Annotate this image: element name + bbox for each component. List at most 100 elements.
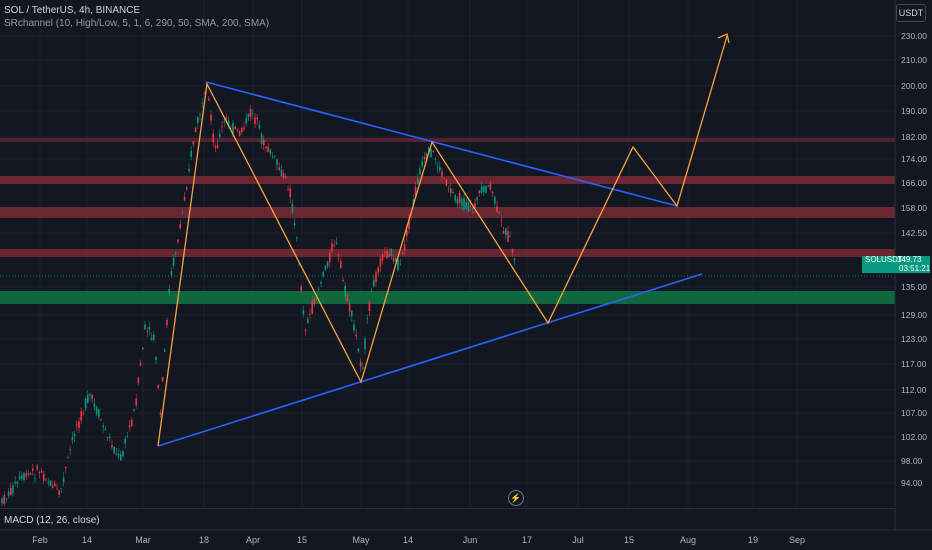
- candle-body: [203, 92, 206, 94]
- candle-body: [27, 473, 30, 475]
- time-axis-labels: Feb 14 Mar 18 Apr 15 May 14 Jun 17 Jul 15 Aug 19 Sep: [32, 535, 805, 545]
- candle-body: [386, 251, 388, 258]
- macd-pane-divider[interactable]: [0, 508, 895, 509]
- candle-body: [271, 156, 274, 158]
- candle-body: [188, 168, 190, 172]
- candle-body: [172, 257, 175, 266]
- candle-body: [142, 347, 144, 350]
- candle-body: [98, 409, 100, 417]
- candle-body: [379, 258, 382, 267]
- candle-body: [384, 251, 386, 253]
- candle-body: [84, 398, 87, 409]
- candle-body: [502, 231, 505, 234]
- candle-body: [69, 449, 71, 451]
- price-axis[interactable]: [895, 0, 932, 550]
- time-tick-label: Feb: [32, 535, 48, 545]
- candle-body: [181, 212, 184, 214]
- candle-body: [500, 220, 503, 222]
- candle-body: [302, 310, 305, 315]
- candle-body: [296, 237, 298, 239]
- candle-body: [419, 168, 421, 175]
- time-tick-label: 14: [403, 535, 413, 545]
- support-zone-140: [0, 291, 895, 304]
- lightning-icon[interactable]: ⚡: [508, 490, 524, 506]
- candle-body: [45, 479, 47, 481]
- candle-body: [406, 229, 408, 236]
- candle-body: [505, 228, 507, 236]
- candle-body: [351, 310, 353, 317]
- candle-body: [111, 445, 113, 448]
- candle-body: [49, 480, 52, 486]
- drawings[interactable]: [157, 33, 730, 447]
- price-tick-label: 107.00: [901, 408, 927, 418]
- candle-body: [166, 320, 168, 326]
- time-axis[interactable]: [0, 530, 932, 550]
- zigzag-pattern[interactable]: [157, 35, 728, 447]
- candle-body: [100, 419, 102, 421]
- candle-body: [331, 243, 333, 253]
- candle-body: [155, 356, 157, 361]
- candle-body: [480, 186, 483, 193]
- time-tick-label: 15: [624, 535, 634, 545]
- candle-body: [65, 466, 67, 469]
- candle-body: [326, 261, 329, 267]
- price-tick-label: 142.50: [901, 228, 927, 238]
- candle-body: [362, 367, 364, 369]
- candle-body: [454, 194, 456, 201]
- currency-button[interactable]: USDT: [896, 4, 926, 22]
- candle-body: [82, 412, 85, 414]
- candle-body: [5, 498, 8, 500]
- candle-body: [80, 411, 82, 421]
- candle-body: [243, 127, 245, 129]
- candle-body: [177, 239, 179, 242]
- candle-body: [208, 98, 210, 101]
- candle-body: [467, 201, 470, 212]
- candle-body: [485, 186, 487, 193]
- candle-body: [425, 153, 428, 161]
- candle-body: [122, 451, 124, 457]
- candle-body: [483, 186, 485, 193]
- candle-body: [115, 453, 118, 455]
- candle-body: [153, 334, 155, 340]
- candle-body: [276, 159, 278, 165]
- indicator-legend[interactable]: SRchannel (10, High/Low, 5, 1, 6, 290, 5…: [4, 18, 270, 29]
- candle-body: [58, 490, 60, 495]
- candle-body: [175, 252, 177, 254]
- candle-body: [346, 293, 349, 301]
- candle-body: [487, 185, 489, 186]
- candle-body: [432, 150, 434, 152]
- candle-body: [474, 203, 476, 208]
- candle-body: [395, 258, 397, 262]
- candle-body: [234, 126, 236, 129]
- candle-body: [476, 197, 478, 201]
- candle-body: [38, 472, 41, 473]
- candle-body: [458, 192, 461, 204]
- candle-body: [322, 272, 324, 276]
- candle-body: [128, 425, 131, 428]
- candle-body: [124, 438, 126, 444]
- candle-body: [315, 297, 318, 300]
- candle-body: [247, 113, 250, 118]
- macd-legend[interactable]: MACD (12, 26, close): [4, 515, 100, 526]
- lower-trendline[interactable]: [157, 273, 703, 447]
- candle-body: [43, 474, 45, 481]
- symbol-legend[interactable]: SOL / TetherUS, 4h, BINANCE: [4, 5, 141, 16]
- candle-body: [14, 481, 16, 484]
- price-axis-labels: 230.00 210.00 200.00 190.00 182.00 174.00 166.…: [901, 31, 927, 488]
- candle-body: [401, 252, 404, 255]
- candle-body: [164, 349, 166, 352]
- candle-body: [439, 167, 441, 171]
- sr-zones: [0, 138, 895, 304]
- candle-body: [32, 468, 34, 471]
- candle-body: [285, 176, 287, 178]
- price-tick-label: 129.00: [901, 310, 927, 320]
- upper-trendline[interactable]: [205, 81, 678, 207]
- candle-body: [256, 117, 258, 120]
- candle-body: [1, 498, 3, 504]
- candle-body: [7, 491, 10, 496]
- candle-body: [300, 286, 302, 291]
- candle-body: [219, 134, 221, 137]
- price-tick-label: 174.00: [901, 154, 927, 164]
- candle-body: [450, 188, 452, 193]
